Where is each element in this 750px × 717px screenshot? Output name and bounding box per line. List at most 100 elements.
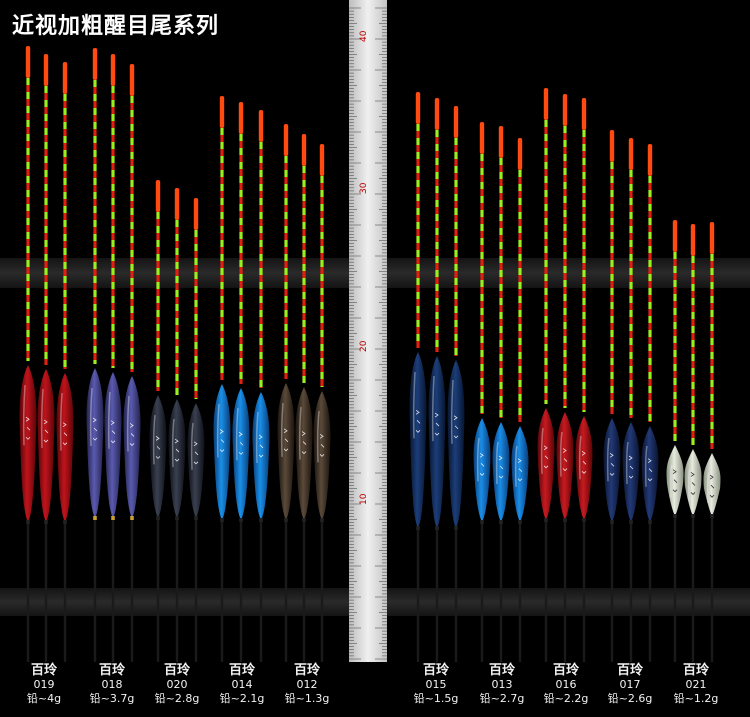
antenna-segment [629,345,633,352]
antenna-segment [26,190,30,197]
antenna-segment [63,164,67,171]
antenna-segment [63,255,67,262]
antenna-segment [499,165,503,172]
antenna-segment [673,392,677,399]
fishing-float [622,138,640,662]
float-stem [26,522,30,662]
antenna-segment [26,183,30,190]
antenna-segment [582,256,586,263]
antenna-segment [239,239,243,246]
antenna-segment [454,166,458,173]
antenna-segment [111,240,115,247]
antenna-segment [320,225,324,232]
fishing-float [19,46,37,662]
float-collar [544,518,548,522]
antenna-segment [63,276,67,283]
antenna-segment [435,347,439,352]
antenna-segment [130,355,134,362]
antenna-segment [194,230,198,237]
antenna-segment [26,120,30,127]
antenna-segment [156,289,160,296]
float-collar [130,516,134,520]
antenna-segment [63,325,67,332]
antenna-segment [691,319,695,326]
antenna-segment [320,330,324,337]
antenna-segment [239,190,243,197]
antenna-segment [563,343,567,350]
antenna-segment [302,208,306,215]
antenna-segment [93,101,97,108]
antenna-segment [416,306,420,313]
antenna-segment [93,108,97,115]
antenna-segment [44,93,48,100]
antenna-segment [544,295,548,302]
antenna-segment [63,339,67,346]
float-brand-mark [62,422,68,446]
caption-model: 013 [491,678,513,691]
antenna-segment [302,194,306,201]
antenna-segment [93,304,97,311]
antenna-segment [156,359,160,366]
antenna-segment [259,310,263,317]
antenna-segment [416,327,420,334]
float-body [575,416,593,520]
antenna-segment [499,235,503,242]
antenna-segment [499,361,503,368]
antenna-segment [544,183,548,190]
antenna-segment [220,163,224,170]
antenna-segment [610,372,614,379]
antenna-segment [710,415,714,422]
antenna-segment [220,331,224,338]
antenna-segment [156,268,160,275]
antenna-segment [691,298,695,305]
antenna-segment [93,234,97,241]
antenna-segment [544,316,548,323]
antenna-segment [518,401,522,408]
float-stem [563,520,567,662]
antenna-segment [691,305,695,312]
antenna-segment [259,268,263,275]
antenna-segment [26,253,30,260]
caption-weight: 铅~1.5g [413,692,459,705]
antenna-segment [156,345,160,352]
antenna-segment [320,281,324,288]
caption-weight: 铅~4g [26,692,62,705]
antenna-segment [435,242,439,249]
antenna-segment [239,337,243,344]
float-body [149,395,167,518]
antenna-segment [44,142,48,149]
antenna-segment [93,255,97,262]
antenna-segment [563,147,567,154]
antenna-segment [648,309,652,316]
antenna-segment [499,326,503,333]
antenna-segment [284,226,288,233]
float-brand-mark [283,428,289,452]
antenna-segment [111,310,115,317]
float-caption-021: 百玲 021 铅~1.2g [664,664,728,706]
fishing-float [232,102,250,662]
antenna-segment [239,309,243,316]
fishing-float [575,98,593,662]
antenna-segment [673,294,677,301]
antenna-segment [284,240,288,247]
antenna-segment [563,252,567,259]
antenna-segment [26,281,30,288]
antenna-segment [710,408,714,415]
antenna-segment [480,252,484,259]
antenna-segment [239,134,243,141]
antenna-segment [480,161,484,168]
fishing-float [537,88,555,662]
antenna-segment [629,219,633,226]
caption-weight: 铅~2.2g [543,692,589,705]
antenna-segment [239,274,243,281]
antenna-segment [111,184,115,191]
antenna-segment [26,127,30,134]
antenna-segment [629,289,633,296]
caption-model: 019 [33,678,55,691]
antenna-segment [220,184,224,191]
antenna-segment [26,113,30,120]
antenna-segment [480,273,484,280]
antenna-segment [284,205,288,212]
antenna-segment [454,236,458,243]
antenna-segment [563,266,567,273]
